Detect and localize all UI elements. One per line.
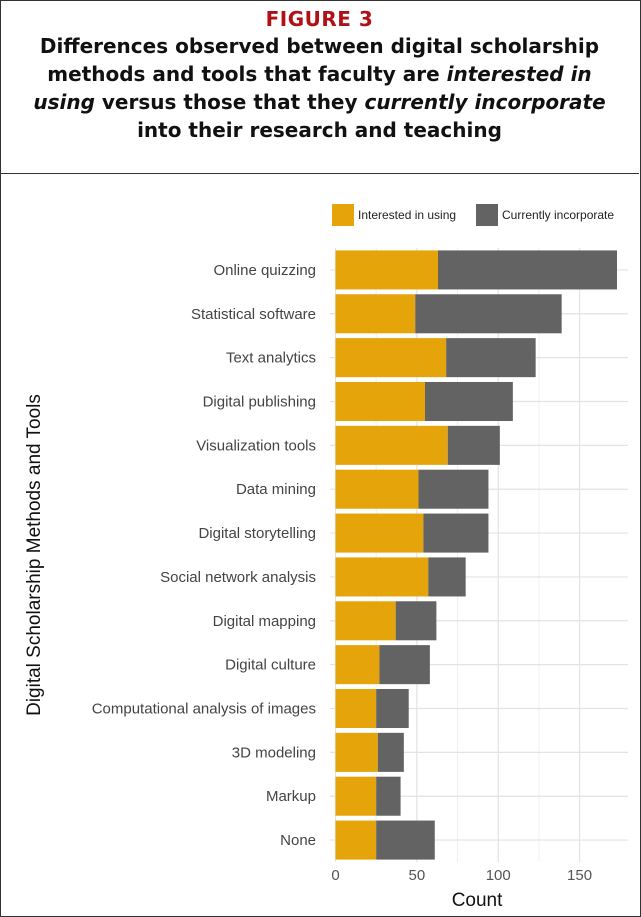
x-axis-title: Count	[452, 890, 503, 911]
bar-incorporate	[376, 688, 409, 729]
title-part: versus those that they	[94, 90, 365, 114]
bar-interested	[335, 820, 377, 860]
bar-incorporate	[423, 513, 489, 553]
title-part: currently incorporate	[364, 90, 606, 114]
category-label: Text analytics	[226, 350, 316, 367]
category-label: Visualization tools	[196, 437, 316, 454]
bar-incorporate	[379, 645, 430, 685]
bar-incorporate	[438, 250, 617, 290]
title-part: interested in using	[33, 62, 592, 114]
figure-title: Differences observed between digital sch…	[15, 32, 625, 144]
bar-interested	[335, 732, 378, 772]
bar-interested	[335, 601, 396, 641]
bar-interested	[335, 381, 425, 422]
y-axis-title: Digital Scholarship Methods and Tools	[24, 394, 45, 716]
bar-interested	[335, 688, 377, 729]
legend-swatch-interested	[332, 204, 354, 226]
category-label: Computational analysis of images	[92, 701, 316, 718]
bar-incorporate	[395, 601, 437, 641]
title-part: into their research and teaching	[137, 118, 502, 142]
x-tick-label: 50	[409, 867, 426, 884]
x-tick-label: 150	[567, 867, 592, 884]
category-label: Digital mapping	[213, 613, 316, 630]
legend-label-interested: Interested in using	[358, 208, 456, 222]
legend-label-incorporate: Currently incorporate	[502, 208, 614, 222]
bar-interested	[335, 557, 429, 597]
category-label: Data mining	[236, 481, 316, 498]
x-tick-label: 0	[331, 867, 339, 884]
category-label: None	[280, 832, 316, 849]
bar-interested	[335, 469, 419, 509]
category-label: 3D modeling	[232, 744, 316, 761]
bar-incorporate	[446, 338, 536, 378]
bar-incorporate	[447, 425, 500, 465]
bar-interested	[335, 250, 439, 290]
category-label: Statistical software	[191, 306, 316, 323]
bar-incorporate	[376, 820, 435, 860]
category-label: Digital publishing	[203, 394, 316, 411]
category-label: Online quizzing	[213, 262, 316, 279]
legend-swatch-incorporate	[476, 204, 498, 226]
bar-interested	[335, 513, 424, 553]
bar-interested	[335, 776, 377, 816]
bar-incorporate	[415, 294, 562, 334]
bar-interested	[335, 338, 447, 378]
category-label: Social network analysis	[160, 569, 316, 586]
bar-interested	[335, 294, 416, 334]
figure-header: FIGURE 3 Differences observed between di…	[0, 0, 639, 174]
bar-incorporate	[376, 776, 401, 816]
bar-incorporate	[377, 732, 404, 772]
figure-label: FIGURE 3	[265, 7, 374, 31]
category-label: Digital culture	[225, 657, 316, 674]
category-label: Markup	[266, 788, 316, 805]
bar-interested	[335, 645, 380, 685]
bar-incorporate	[428, 557, 466, 597]
category-label: Digital storytelling	[198, 525, 316, 542]
bar-incorporate	[418, 469, 489, 509]
bar-interested	[335, 425, 448, 465]
x-tick-label: 100	[486, 867, 511, 884]
title-part: Differences observed between digital sch…	[39, 34, 600, 86]
bar-incorporate	[424, 381, 513, 422]
